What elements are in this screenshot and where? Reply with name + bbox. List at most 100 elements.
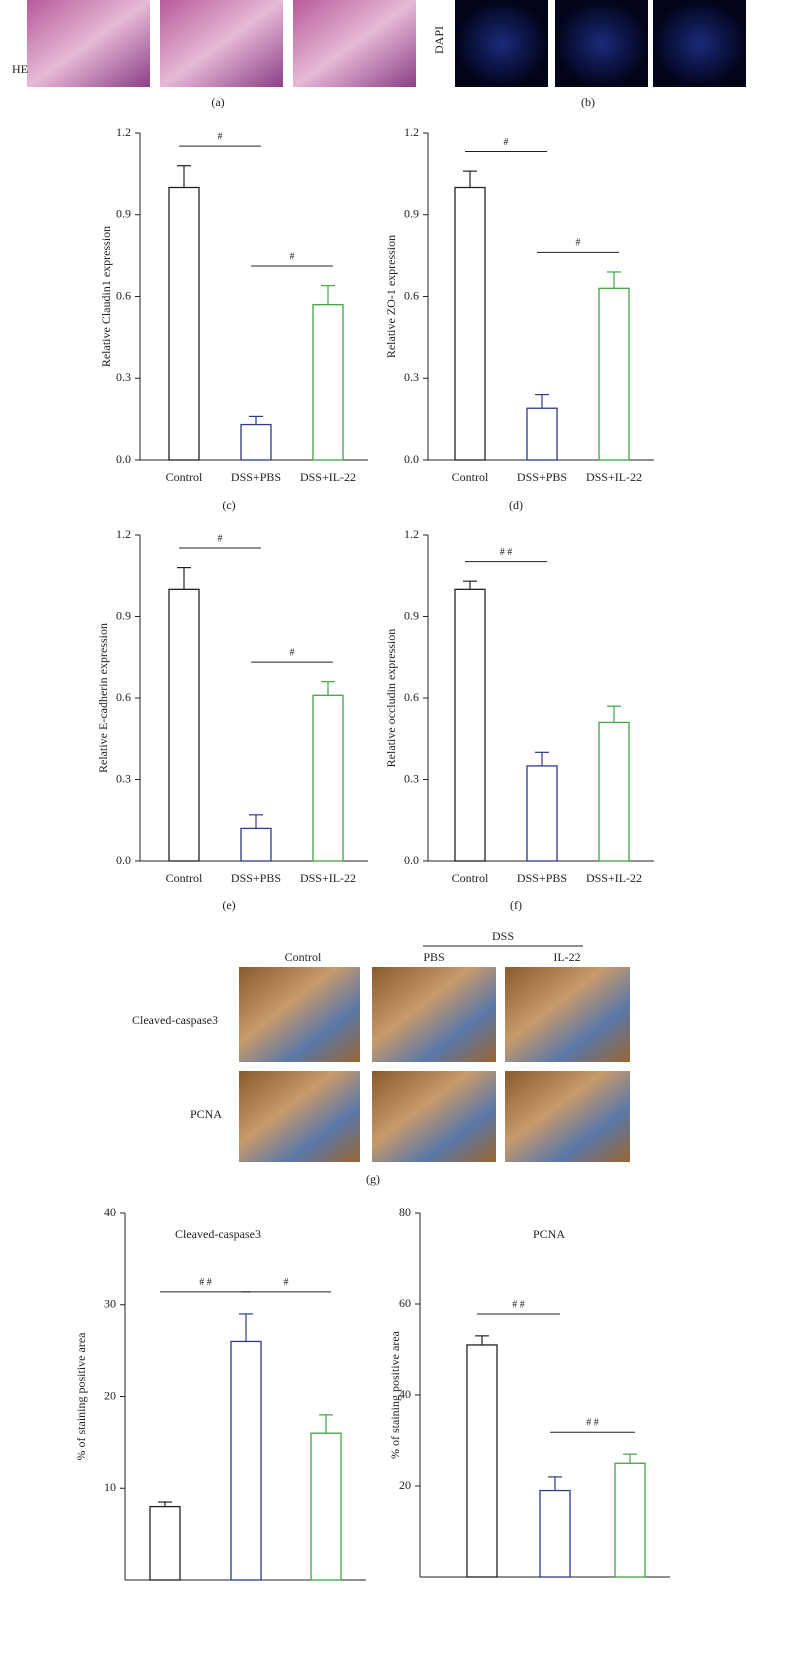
bar [310, 1432, 342, 1581]
y-axis-label: Relative Claudin1 expression [99, 226, 113, 367]
panel-label: (c) [222, 498, 235, 512]
bar [526, 407, 558, 461]
y-tick-label: 20 [399, 1478, 411, 1492]
micrograph [293, 0, 416, 87]
micrograph [505, 1071, 630, 1162]
x-tick-label: DSS+IL-22 [586, 470, 642, 484]
panel-label: (g) [366, 1172, 380, 1186]
micrograph [372, 1071, 496, 1162]
y-tick-label: 1.2 [404, 527, 419, 541]
x-tick-label: Control [166, 470, 203, 484]
y-tick-label: 0.9 [116, 207, 131, 221]
y-tick-label: 1.2 [116, 527, 131, 541]
bar [230, 1340, 262, 1581]
bar [149, 1505, 181, 1581]
panel-a-images [27, 0, 416, 87]
bar [598, 287, 630, 461]
y-tick-label: 0.3 [404, 771, 419, 785]
y-tick-label: 20 [104, 1388, 116, 1402]
x-tick-label: DSS+IL-22 [586, 871, 642, 885]
y-tick-label: 60 [399, 1296, 411, 1310]
significance-label: # # [586, 1418, 599, 1429]
micrograph [455, 0, 548, 87]
y-tick-label: 0.9 [404, 608, 419, 622]
x-tick-label: DSS+PBS [517, 871, 567, 885]
x-tick-label: DSS+PBS [517, 470, 567, 484]
column-label: IL-22 [553, 950, 580, 964]
y-axis-label: Relative ZO-1 expression [384, 235, 398, 358]
row-label: Cleaved-caspase3 [132, 1013, 218, 1027]
row-label: PCNA [190, 1107, 222, 1121]
bar [168, 588, 200, 862]
y-tick-label: 0.6 [404, 690, 419, 704]
y-axis-label: % of staining positive area [74, 1332, 88, 1461]
significance-label: # # [199, 1277, 212, 1288]
y-tick-label: 0.9 [404, 207, 419, 221]
x-tick-label: Control [166, 871, 203, 885]
significance-label: # [290, 647, 295, 658]
panel-label: (a) [211, 95, 224, 109]
y-axis-label: % of staining positive area [388, 1330, 402, 1459]
row-label: HE [12, 62, 28, 76]
bar [312, 694, 344, 862]
micrograph [505, 967, 630, 1062]
x-tick-label: DSS+IL-22 [300, 470, 356, 484]
panel-label: (b) [581, 95, 595, 109]
bar [526, 765, 558, 862]
column-label: Control [285, 950, 322, 964]
y-tick-label: 0.3 [116, 370, 131, 384]
panel-b-images [455, 0, 746, 87]
y-tick-label: 0.6 [404, 288, 419, 302]
bar [454, 588, 486, 862]
bar [466, 1344, 498, 1578]
x-tick-label: Control [452, 470, 489, 484]
micrograph [653, 0, 746, 87]
significance-label: # # [512, 1299, 525, 1310]
x-tick-label: Control [452, 871, 489, 885]
micrograph [239, 967, 360, 1062]
significance-label: # [290, 251, 295, 262]
bar [168, 186, 200, 461]
significance-label: # [218, 131, 223, 142]
panel-label: (d) [509, 498, 523, 512]
significance-label: # [504, 137, 509, 148]
micrograph [160, 0, 283, 87]
bar [598, 721, 630, 862]
y-tick-label: 0.0 [404, 452, 419, 466]
significance-label: # # [500, 547, 513, 558]
significance-label: # [576, 238, 581, 249]
micrograph [27, 0, 150, 87]
y-tick-label: 0.9 [116, 608, 131, 622]
bar [454, 186, 486, 461]
y-axis-label: Relative E-cadherin expression [96, 623, 110, 773]
y-tick-label: 0.3 [116, 771, 131, 785]
chart-title: PCNA [533, 1227, 565, 1241]
bar [240, 827, 272, 862]
panel-label: (e) [222, 898, 235, 912]
bar [539, 1489, 571, 1578]
y-tick-label: 0.3 [404, 370, 419, 384]
y-tick-label: 30 [104, 1297, 116, 1311]
panel-g-images [239, 945, 630, 1162]
row-label: DAPI [432, 26, 446, 54]
y-tick-label: 0.0 [404, 853, 419, 867]
panel-label: (f) [510, 898, 522, 912]
column-label: PBS [423, 950, 444, 964]
y-tick-label: 0.0 [116, 853, 131, 867]
micrograph [555, 0, 648, 87]
y-tick-label: 40 [399, 1387, 411, 1401]
x-tick-label: DSS+PBS [231, 470, 281, 484]
bar [312, 304, 344, 461]
y-tick-label: 10 [104, 1480, 116, 1494]
y-tick-label: 1.2 [404, 125, 419, 139]
y-tick-label: 1.2 [116, 125, 131, 139]
group-label: DSS [492, 929, 514, 943]
bar [614, 1462, 646, 1578]
significance-label: # [218, 533, 223, 544]
chart-title: Cleaved-caspase3 [175, 1227, 261, 1241]
y-axis-label: Relative occludin expression [384, 629, 398, 768]
y-tick-label: 40 [104, 1205, 116, 1219]
y-tick-label: 0.0 [116, 452, 131, 466]
